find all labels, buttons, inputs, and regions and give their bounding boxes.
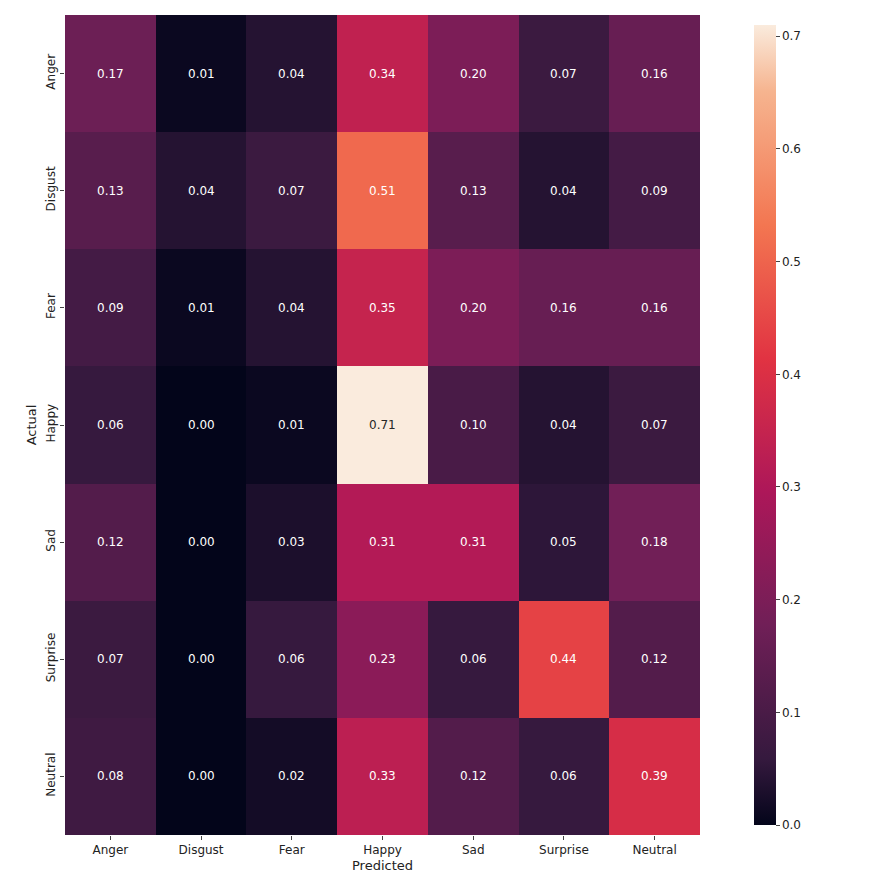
svg-text:0.16: 0.16: [641, 67, 668, 81]
svg-text:0.51: 0.51: [369, 184, 396, 198]
svg-text:Fear: Fear: [279, 843, 305, 857]
svg-text:Happy: Happy: [363, 843, 402, 857]
svg-text:0.00: 0.00: [188, 535, 215, 549]
svg-text:0.02: 0.02: [278, 769, 305, 783]
svg-text:0.04: 0.04: [550, 418, 577, 432]
svg-text:0.09: 0.09: [641, 184, 668, 198]
svg-text:0.01: 0.01: [188, 301, 215, 315]
svg-text:Surprise: Surprise: [44, 633, 58, 683]
svg-text:0.34: 0.34: [369, 67, 396, 81]
svg-text:0.12: 0.12: [460, 769, 487, 783]
svg-text:0.01: 0.01: [188, 67, 215, 81]
svg-text:0.7: 0.7: [782, 29, 801, 43]
svg-text:0.07: 0.07: [97, 652, 124, 666]
svg-text:0.5: 0.5: [782, 255, 801, 269]
svg-text:0.05: 0.05: [550, 535, 577, 549]
svg-text:0.31: 0.31: [460, 535, 487, 549]
svg-text:0.33: 0.33: [369, 769, 396, 783]
svg-text:0.4: 0.4: [782, 368, 801, 382]
svg-text:Anger: Anger: [44, 54, 58, 90]
svg-text:0.18: 0.18: [641, 535, 668, 549]
svg-text:Neutral: Neutral: [632, 843, 676, 857]
svg-text:0.04: 0.04: [188, 184, 215, 198]
svg-text:Fear: Fear: [44, 293, 58, 319]
svg-text:0.00: 0.00: [188, 418, 215, 432]
svg-text:Predicted: Predicted: [352, 858, 413, 873]
svg-text:Actual: Actual: [24, 405, 39, 446]
svg-text:0.13: 0.13: [460, 184, 487, 198]
svg-text:0.09: 0.09: [97, 301, 124, 315]
svg-text:0.6: 0.6: [782, 142, 801, 156]
svg-text:0.12: 0.12: [641, 652, 668, 666]
svg-text:0.06: 0.06: [460, 652, 487, 666]
svg-text:0.08: 0.08: [97, 769, 124, 783]
svg-text:0.71: 0.71: [369, 418, 396, 432]
svg-text:0.01: 0.01: [278, 418, 305, 432]
svg-text:Sad: Sad: [44, 529, 58, 552]
svg-text:0.06: 0.06: [278, 652, 305, 666]
svg-text:0.31: 0.31: [369, 535, 396, 549]
svg-text:0.13: 0.13: [97, 184, 124, 198]
svg-text:0.04: 0.04: [278, 301, 305, 315]
svg-text:0.2: 0.2: [782, 593, 801, 607]
svg-text:Happy: Happy: [44, 404, 58, 443]
svg-text:0.1: 0.1: [782, 706, 801, 720]
svg-text:0.44: 0.44: [550, 652, 577, 666]
svg-text:0.39: 0.39: [641, 769, 668, 783]
svg-text:0.20: 0.20: [460, 301, 487, 315]
svg-text:Sad: Sad: [462, 843, 485, 857]
svg-text:0.16: 0.16: [641, 301, 668, 315]
svg-text:Disgust: Disgust: [179, 843, 224, 857]
svg-text:0.0: 0.0: [782, 818, 801, 832]
svg-text:0.10: 0.10: [460, 418, 487, 432]
svg-text:0.3: 0.3: [782, 480, 801, 494]
svg-text:0.03: 0.03: [278, 535, 305, 549]
svg-text:Disgust: Disgust: [44, 166, 58, 211]
svg-text:0.07: 0.07: [550, 67, 577, 81]
svg-text:0.00: 0.00: [188, 769, 215, 783]
svg-text:Anger: Anger: [92, 843, 128, 857]
svg-text:0.35: 0.35: [369, 301, 396, 315]
svg-text:0.04: 0.04: [278, 67, 305, 81]
svg-text:0.07: 0.07: [278, 184, 305, 198]
svg-text:0.17: 0.17: [97, 67, 124, 81]
svg-text:0.23: 0.23: [369, 652, 396, 666]
svg-text:0.00: 0.00: [188, 652, 215, 666]
svg-text:Surprise: Surprise: [539, 843, 589, 857]
svg-text:0.12: 0.12: [97, 535, 124, 549]
svg-text:Neutral: Neutral: [44, 752, 58, 796]
svg-text:0.06: 0.06: [550, 769, 577, 783]
svg-text:0.16: 0.16: [550, 301, 577, 315]
svg-text:0.20: 0.20: [460, 67, 487, 81]
svg-text:0.04: 0.04: [550, 184, 577, 198]
svg-text:0.06: 0.06: [97, 418, 124, 432]
svg-text:0.07: 0.07: [641, 418, 668, 432]
